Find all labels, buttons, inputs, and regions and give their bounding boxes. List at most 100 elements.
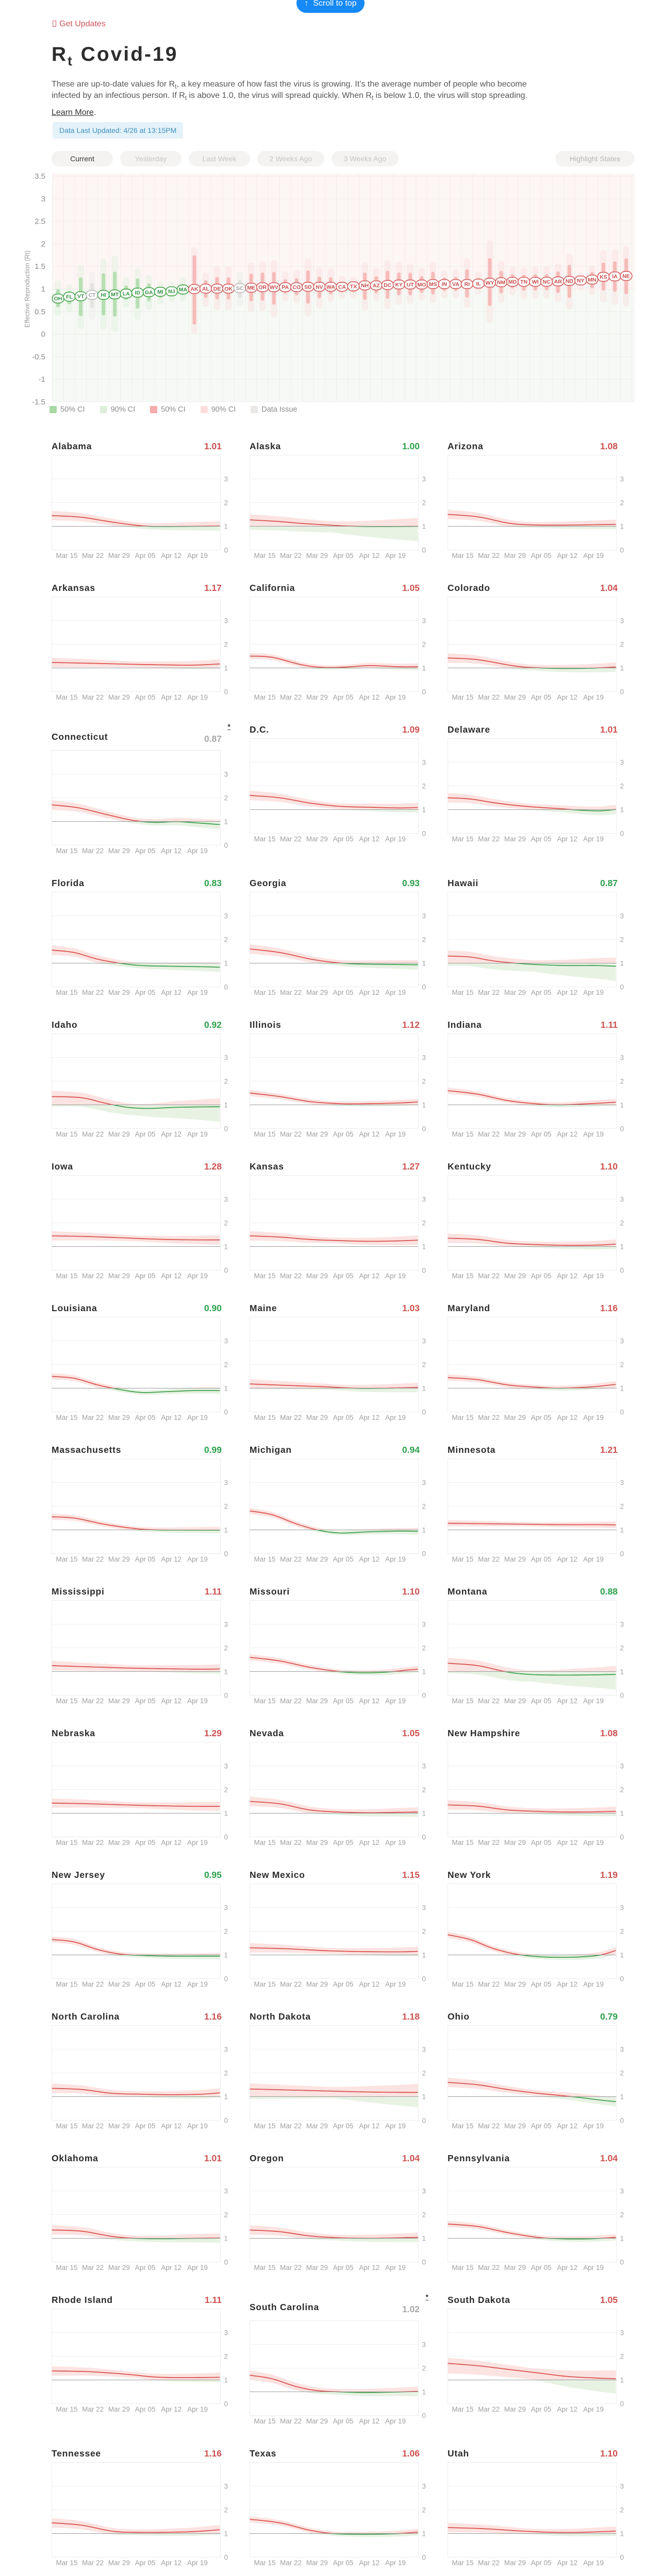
svg-text:WY: WY [486, 280, 494, 286]
svg-text:Mar 15: Mar 15 [56, 2122, 77, 2130]
svg-text:Mar 22: Mar 22 [82, 2405, 104, 2413]
svg-text:Apr 05: Apr 05 [135, 693, 156, 701]
svg-text:0: 0 [422, 1125, 426, 1132]
svg-text:Mar 22: Mar 22 [478, 1272, 500, 1280]
svg-text:0: 0 [620, 2400, 624, 2408]
svg-text:Mar 15: Mar 15 [254, 2264, 275, 2272]
svg-text:KY: KY [395, 281, 403, 287]
svg-text:Apr 12: Apr 12 [557, 2122, 577, 2130]
svg-text:1: 1 [620, 1526, 624, 1534]
svg-text:Mar 29: Mar 29 [108, 1414, 130, 1421]
svg-text:Mar 15: Mar 15 [56, 2264, 77, 2272]
svg-text:Mar 15: Mar 15 [56, 1555, 77, 1563]
svg-text:Apr 19: Apr 19 [583, 1697, 604, 1705]
svg-text:Mar 29: Mar 29 [306, 2559, 328, 2567]
svg-text:AK: AK [190, 286, 198, 292]
svg-text:SC: SC [236, 285, 244, 291]
svg-text:Apr 05: Apr 05 [135, 847, 156, 855]
svg-text:0: 0 [422, 2258, 426, 2266]
svg-text:Mar 15: Mar 15 [452, 1555, 473, 1563]
svg-text:NY: NY [577, 278, 585, 284]
svg-text:3: 3 [224, 1337, 228, 1345]
svg-text:Mar 29: Mar 29 [306, 1414, 328, 1421]
svg-text:Apr 19: Apr 19 [583, 835, 604, 843]
svg-text:Mar 15: Mar 15 [56, 1130, 77, 1138]
svg-text:3: 3 [422, 1904, 426, 1911]
svg-text:0: 0 [620, 1833, 624, 1841]
svg-text:Apr 12: Apr 12 [557, 1414, 577, 1421]
svg-text:Mar 22: Mar 22 [280, 552, 302, 560]
svg-text:Mar 29: Mar 29 [306, 835, 328, 843]
svg-text:CO: CO [292, 284, 301, 291]
svg-text:AZ: AZ [373, 282, 380, 289]
svg-text:Apr 12: Apr 12 [161, 2264, 181, 2272]
svg-text:Apr 12: Apr 12 [557, 1839, 577, 1846]
svg-text:MN: MN [588, 277, 596, 283]
svg-text:NE: NE [622, 273, 630, 279]
svg-text:Mar 29: Mar 29 [108, 2405, 130, 2413]
svg-text:3: 3 [224, 1195, 228, 1203]
svg-text:-1: -1 [39, 375, 45, 384]
svg-text:Apr 12: Apr 12 [557, 552, 577, 560]
svg-text:VT: VT [77, 293, 85, 299]
svg-text:Mar 22: Mar 22 [478, 2264, 500, 2272]
svg-text:Apr 19: Apr 19 [385, 1697, 406, 1705]
svg-text:-1.5: -1.5 [32, 398, 45, 406]
svg-text:0: 0 [41, 330, 45, 338]
svg-text:Apr 19: Apr 19 [187, 2122, 208, 2130]
svg-text:Mar 15: Mar 15 [452, 693, 473, 701]
svg-text:0: 0 [224, 1266, 228, 1274]
svg-text:Mar 15: Mar 15 [254, 1697, 275, 1705]
svg-text:Mar 22: Mar 22 [82, 1414, 104, 1421]
svg-text:Mar 29: Mar 29 [504, 1414, 526, 1421]
svg-text:Apr 05: Apr 05 [135, 2122, 156, 2130]
svg-text:Mar 15: Mar 15 [452, 1130, 473, 1138]
svg-text:Mar 22: Mar 22 [82, 2264, 104, 2272]
svg-text:2: 2 [224, 1644, 228, 1652]
svg-text:2: 2 [620, 936, 624, 943]
svg-text:1: 1 [224, 522, 228, 530]
svg-text:Apr 12: Apr 12 [557, 1272, 577, 1280]
svg-text:Apr 12: Apr 12 [359, 1130, 379, 1138]
svg-text:Apr 19: Apr 19 [187, 552, 208, 560]
svg-text:0: 0 [422, 546, 426, 554]
svg-text:Apr 12: Apr 12 [161, 1697, 181, 1705]
svg-text:1: 1 [620, 1951, 624, 1959]
svg-text:Mar 15: Mar 15 [254, 1414, 275, 1421]
svg-text:3: 3 [620, 475, 624, 483]
svg-text:0: 0 [224, 1975, 228, 1982]
svg-text:Apr 12: Apr 12 [161, 693, 181, 701]
svg-text:Mar 22: Mar 22 [82, 1697, 104, 1705]
svg-text:Apr 05: Apr 05 [135, 552, 156, 560]
svg-text:Mar 22: Mar 22 [280, 1414, 302, 1421]
svg-text:Mar 15: Mar 15 [254, 835, 275, 843]
svg-text:0: 0 [620, 688, 624, 696]
svg-text:WA: WA [326, 284, 335, 290]
svg-text:0: 0 [620, 2116, 624, 2124]
svg-text:0.5: 0.5 [35, 307, 45, 316]
svg-text:1: 1 [422, 1526, 426, 1534]
svg-text:0: 0 [224, 546, 228, 554]
svg-text:Mar 15: Mar 15 [56, 847, 77, 855]
svg-text:2: 2 [224, 1786, 228, 1793]
svg-text:Apr 12: Apr 12 [161, 2559, 181, 2567]
svg-text:Apr 12: Apr 12 [557, 989, 577, 996]
svg-text:Apr 05: Apr 05 [531, 1980, 552, 1988]
svg-text:1: 1 [224, 2530, 228, 2537]
svg-text:2: 2 [620, 1361, 624, 1368]
svg-text:Mar 22: Mar 22 [82, 847, 104, 855]
svg-text:Apr 05: Apr 05 [333, 835, 354, 843]
svg-text:3: 3 [224, 912, 228, 920]
svg-text:2: 2 [620, 2069, 624, 2077]
svg-text:Mar 22: Mar 22 [478, 693, 500, 701]
svg-text:3: 3 [422, 617, 426, 624]
svg-text:2: 2 [224, 794, 228, 802]
svg-text:1: 1 [620, 806, 624, 814]
svg-text:Apr 19: Apr 19 [385, 2417, 406, 2425]
svg-text:0: 0 [620, 1550, 624, 1557]
svg-text:Mar 29: Mar 29 [306, 1839, 328, 1846]
svg-text:1: 1 [422, 1951, 426, 1959]
svg-text:2: 2 [224, 1927, 228, 1935]
svg-text:1: 1 [224, 1384, 228, 1392]
svg-text:0: 0 [620, 1266, 624, 1274]
